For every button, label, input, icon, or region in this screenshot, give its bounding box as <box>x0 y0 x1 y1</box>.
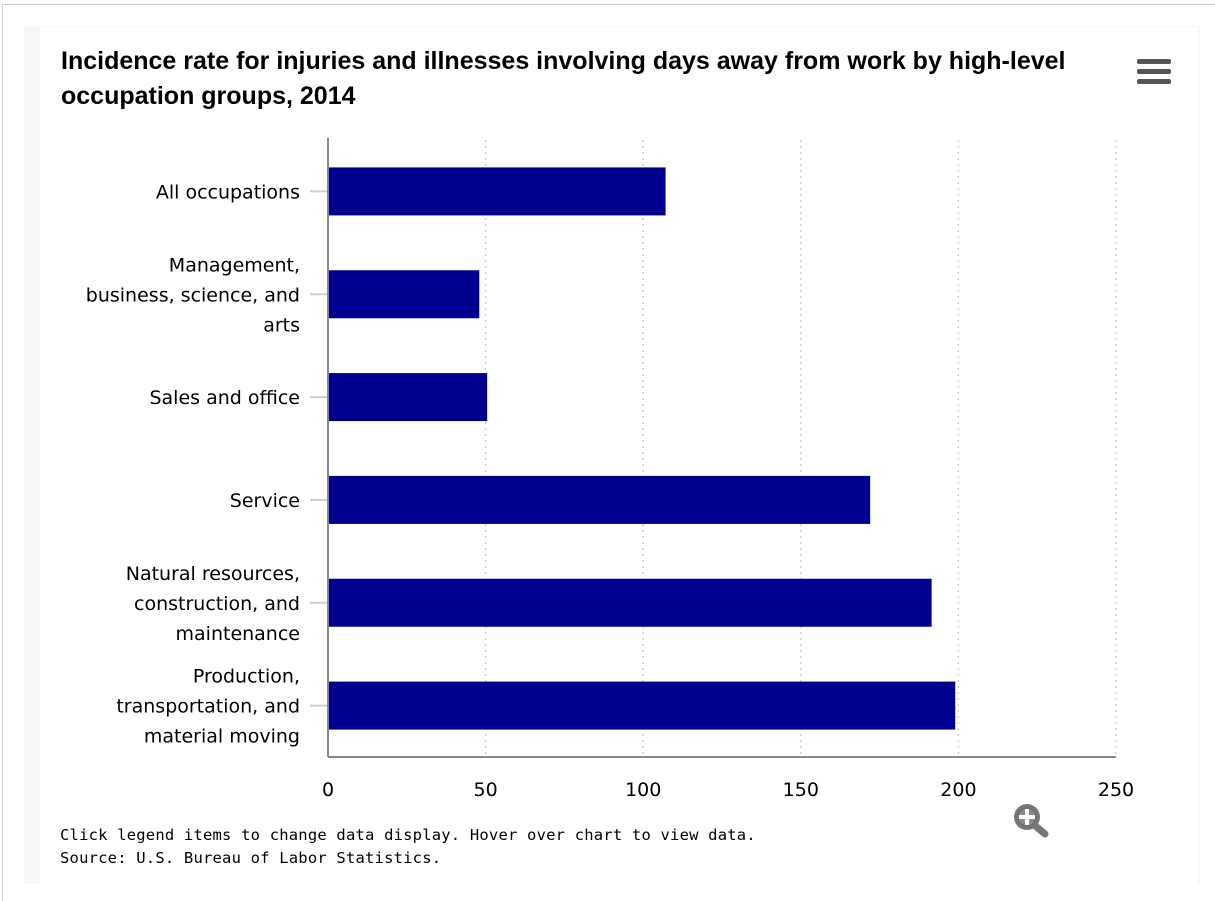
category-label: Service <box>230 490 300 512</box>
x-tick-label: 50 <box>474 779 498 801</box>
chart-footnote: Click legend items to change data displa… <box>60 824 756 870</box>
category-label-line: All occupations <box>156 181 300 203</box>
bar[interactable] <box>329 167 666 216</box>
category-label-line: arts <box>263 314 300 336</box>
x-axis-tick-labels: 0 50 100 150 200 250 <box>322 779 1134 801</box>
category-label-line: business, science, and <box>86 284 300 306</box>
bar[interactable] <box>329 270 480 319</box>
x-tick-label: 0 <box>322 779 334 801</box>
zoom-in-icon[interactable] <box>1008 800 1052 840</box>
category-label-line: Production, <box>193 666 300 688</box>
category-label-line: Natural resources, <box>126 563 300 585</box>
category-label: Management, business, science, and arts <box>86 254 300 336</box>
x-tick-label: 200 <box>940 779 976 801</box>
category-label-line: Service <box>230 490 300 512</box>
category-label: Natural resources, construction, and maint… <box>126 563 300 645</box>
category-label-line: Management, <box>169 254 300 276</box>
bar[interactable] <box>329 373 488 422</box>
footnote-instructions: Click legend items to change data displa… <box>60 826 756 844</box>
bar[interactable] <box>329 475 871 524</box>
chart-title: Incidence rate for injuries and illnesse… <box>61 47 1066 110</box>
hamburger-menu-icon[interactable] <box>1130 52 1178 92</box>
category-label: All occupations <box>156 181 300 203</box>
category-label-line: material moving <box>144 726 300 748</box>
x-tick-label: 250 <box>1098 779 1134 801</box>
grid-lines <box>484 140 1117 757</box>
category-labels: All occupations Management, business, scie… <box>86 181 300 747</box>
axes <box>310 138 1116 758</box>
x-tick-label: 100 <box>625 779 661 801</box>
x-tick-label: 150 <box>783 779 819 801</box>
category-label-line: maintenance <box>176 623 300 645</box>
category-label-line: construction, and <box>134 593 300 615</box>
bar[interactable] <box>329 578 932 627</box>
category-label: Sales and office <box>149 387 300 409</box>
bar[interactable] <box>329 681 956 730</box>
footnote-source: Source: U.S. Bureau of Labor Statistics. <box>60 849 442 867</box>
bars <box>329 167 956 730</box>
category-label: Production, transportation, and material m… <box>116 666 300 748</box>
category-label-line: transportation, and <box>116 696 300 718</box>
category-label-line: Sales and office <box>149 387 300 409</box>
